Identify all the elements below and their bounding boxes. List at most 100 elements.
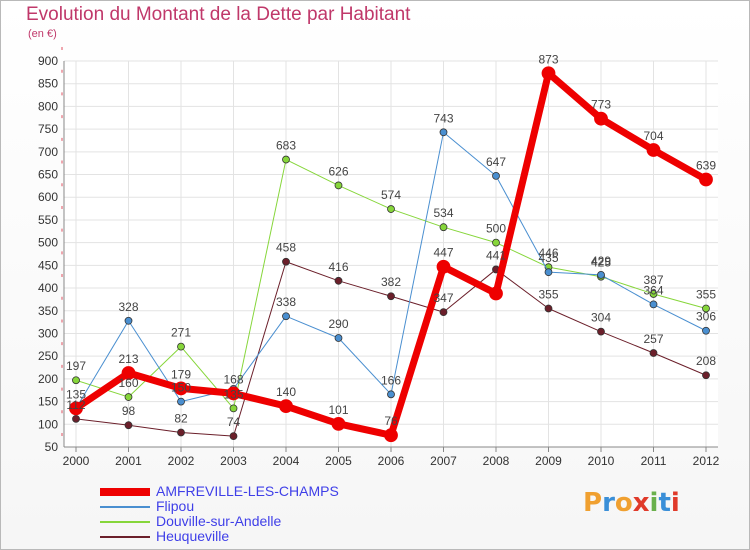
y-tick-label: 450 <box>38 258 58 272</box>
y-tick-label: 400 <box>38 281 58 295</box>
data-point-douville-sur-andelle <box>72 376 80 385</box>
y-tick-label: 350 <box>38 304 58 318</box>
data-point-heuqueville <box>597 327 605 336</box>
data-point-flipou <box>124 316 133 325</box>
logo-letter: o <box>614 488 633 518</box>
chart-title: Evolution du Montant de la Dette par Hab… <box>26 4 411 25</box>
y-tick-label: 200 <box>38 372 58 386</box>
data-point-douville-sur-andelle <box>177 342 185 351</box>
grid <box>64 60 718 448</box>
data-label: 168 <box>223 372 243 386</box>
data-point-flipou <box>282 312 290 321</box>
data-label: 328 <box>118 300 138 314</box>
data-point-heuqueville <box>177 428 185 437</box>
legend-swatch <box>100 488 150 496</box>
data-label: 338 <box>276 295 296 309</box>
data-label: 647 <box>486 155 506 169</box>
data-label: 306 <box>696 310 716 324</box>
data-label: 743 <box>433 111 453 125</box>
y-tick-label: 850 <box>38 77 58 91</box>
data-label: 179 <box>171 367 191 381</box>
data-label: 355 <box>696 287 716 301</box>
data-label: 76 <box>384 414 398 428</box>
x-tick-label: 2011 <box>641 454 667 468</box>
logo-letter: x <box>632 488 650 518</box>
x-tick-label: 2002 <box>168 454 195 468</box>
data-point-douville-sur-andelle <box>282 155 290 164</box>
x-tick-label: 2012 <box>693 454 720 468</box>
data-label: 500 <box>486 222 506 236</box>
data-point-amfreville-les-champs <box>436 259 451 274</box>
data-point-heuqueville <box>282 257 290 266</box>
y-tick-label: 250 <box>38 349 58 363</box>
x-tick-label: 2009 <box>535 454 562 468</box>
x-tick-label: 2006 <box>378 454 405 468</box>
data-label: 446 <box>538 246 558 260</box>
data-point-heuqueville <box>544 304 553 313</box>
data-label: 101 <box>328 403 348 417</box>
data-label: 704 <box>643 129 663 143</box>
y-tick-label: 750 <box>38 122 58 136</box>
y-tick-label: 650 <box>38 168 58 182</box>
data-label: 387 <box>643 273 663 287</box>
data-label: 626 <box>328 164 348 178</box>
data-point-amfreville-les-champs <box>699 172 713 187</box>
data-point-heuqueville <box>702 371 710 380</box>
x-tick-label: 2007 <box>430 454 457 468</box>
data-point-flipou <box>387 390 395 399</box>
data-label: 197 <box>66 359 86 373</box>
data-point-amfreville-les-champs <box>279 399 293 414</box>
x-tick-label: 2004 <box>273 454 300 468</box>
data-point-amfreville-les-champs <box>541 66 556 81</box>
data-label: 257 <box>643 332 663 346</box>
data-point-flipou <box>177 397 185 406</box>
series-lines <box>69 66 713 443</box>
data-label: 271 <box>171 326 191 340</box>
data-label: 382 <box>381 275 401 289</box>
axes: 50 100 150 200 250 300 350 400 450 500 550 600 650 70… <box>38 47 720 468</box>
data-label: 435 <box>538 251 558 265</box>
data-point-douville-sur-andelle <box>229 404 238 413</box>
y-tick-label: 800 <box>38 99 58 113</box>
data-label: 98 <box>122 404 136 418</box>
data-label: 458 <box>276 241 296 255</box>
data-label: 773 <box>591 98 611 112</box>
data-point-amfreville-les-champs <box>646 143 661 157</box>
data-point-flipou <box>544 268 553 277</box>
x-tick-label: 2000 <box>63 454 90 468</box>
data-label: 416 <box>328 260 348 274</box>
data-point-douville-sur-andelle <box>334 181 343 190</box>
data-point-douville-sur-andelle <box>439 223 448 232</box>
x-tick-label: 2001 <box>115 454 142 468</box>
data-point-flipou <box>334 334 343 342</box>
data-point-heuqueville <box>124 421 133 430</box>
y-tick-label: 500 <box>38 236 58 250</box>
data-label: 208 <box>696 354 716 368</box>
data-point-heuqueville <box>649 349 658 357</box>
data-point-amfreville-les-champs <box>331 416 346 431</box>
data-point-amfreville-les-champs <box>489 286 503 301</box>
data-point-heuqueville <box>439 308 448 317</box>
data-labels: 213 179 140 101 76 447 873 773 704 639 135 328 150 16… <box>66 52 716 429</box>
chart-subtitle: (en €) <box>28 28 57 40</box>
data-label: 873 <box>538 52 558 66</box>
y-tick-label: 50 <box>45 440 59 454</box>
data-label: 290 <box>328 317 348 331</box>
x-tick-label: 2003 <box>220 454 247 468</box>
data-point-flipou <box>702 326 710 335</box>
data-label: 150 <box>171 381 191 395</box>
data-point-heuqueville <box>387 292 395 301</box>
data-point-douville-sur-andelle <box>649 290 658 298</box>
data-point-amfreville-les-champs <box>384 428 398 443</box>
data-label: 429 <box>591 254 611 268</box>
data-label: 347 <box>433 291 453 305</box>
data-label: 304 <box>591 311 611 325</box>
y-tick-label: 900 <box>38 54 58 68</box>
data-point-flipou <box>439 128 448 137</box>
data-point-douville-sur-andelle <box>387 205 395 213</box>
data-label: 574 <box>381 188 401 202</box>
data-point-amfreville-les-champs <box>174 381 188 396</box>
data-point-douville-sur-andelle <box>702 304 710 313</box>
logo-letter: P <box>583 488 603 518</box>
data-label: 140 <box>276 385 296 399</box>
